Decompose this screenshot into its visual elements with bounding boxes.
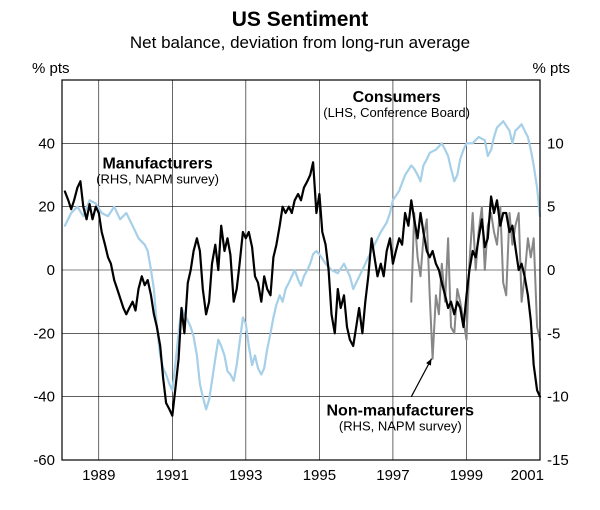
right-tick: -10 [547, 389, 569, 406]
annotation-arrow [411, 359, 431, 397]
x-tick: 1989 [82, 467, 115, 484]
right-tick: 5 [547, 199, 555, 216]
right-unit-label: % pts [532, 60, 570, 77]
x-tick: 1995 [303, 467, 336, 484]
x-tick: 1999 [450, 467, 483, 484]
x-tick: 1991 [156, 467, 189, 484]
right-tick: 0 [547, 262, 555, 279]
x-tick: 2001 [511, 467, 544, 484]
x-tick: 1993 [229, 467, 262, 484]
chart-title: US Sentiment [0, 8, 600, 32]
series-label: Manufacturers [102, 156, 212, 173]
left-tick: 20 [38, 199, 55, 216]
us-sentiment-chart: { "title": "US Sentiment", "subtitle": "… [0, 0, 600, 510]
right-tick: -15 [547, 452, 569, 469]
left-tick: -60 [33, 452, 55, 469]
chart-subtitle: Net balance, deviation from long-run ave… [0, 33, 600, 53]
left-tick: -40 [33, 389, 55, 406]
series-label: Consumers [353, 89, 441, 106]
left-tick: 40 [38, 135, 55, 152]
series-sublabel: (RHS, NAPM survey) [96, 172, 219, 187]
left-tick: -20 [33, 325, 55, 342]
series-label: Non-manufacturers [326, 403, 474, 420]
series-sublabel: (RHS, NAPM survey) [339, 419, 462, 434]
chart-plot-area: -60 -40 -20 0 20 40 -15 -10 -5 0 5 10 1989 1991 1993 19… [0, 0, 600, 510]
series-sublabel: (LHS, Conference Board) [323, 105, 470, 120]
right-tick: 10 [547, 135, 564, 152]
left-unit-label: % pts [32, 60, 70, 77]
left-tick: 0 [47, 262, 55, 279]
x-tick: 1997 [376, 467, 409, 484]
right-tick: -5 [547, 325, 560, 342]
